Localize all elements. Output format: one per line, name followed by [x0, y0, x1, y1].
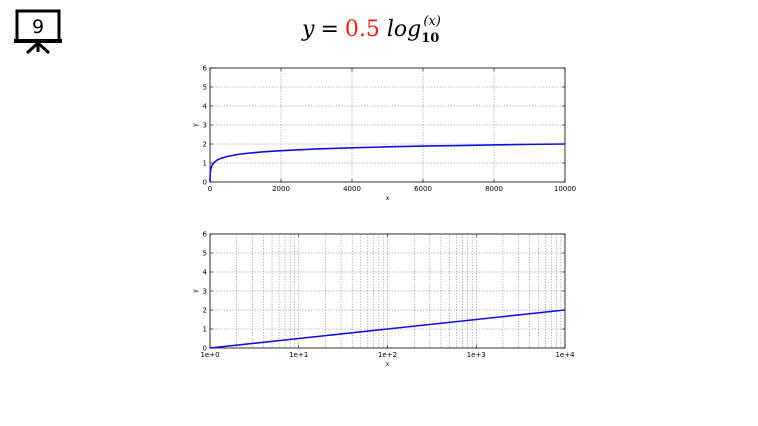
y-axis-label: y — [192, 123, 199, 127]
equation-base: 10 — [421, 31, 440, 46]
series-line — [209, 143, 566, 183]
log-scale-plot: 1e+0 1e+1 1e+2 1e+3 1e+4 0 1 2 3 4 5 6 x y — [192, 231, 575, 369]
equation-equals: = — [320, 17, 339, 42]
y-tick-label: 6 — [203, 231, 208, 239]
y-tick-label: 1 — [203, 326, 207, 334]
x-tick-label: 10000 — [554, 185, 576, 193]
equation-title: y = 0.5 log10 (x) — [302, 14, 441, 46]
x-tick-label: 6000 — [414, 185, 432, 193]
equation-arg: (x) — [423, 14, 441, 29]
x-tick-label: 4000 — [343, 185, 361, 193]
y-tick-label: 0 — [203, 345, 207, 353]
equation-lhs: y — [302, 17, 315, 42]
y-tick-label: 1 — [203, 160, 207, 168]
slide-number: 9 — [32, 16, 44, 38]
x-tick-label: 2000 — [272, 185, 290, 193]
x-tick-label: 1e+1 — [289, 351, 308, 359]
y-tick-label: 4 — [203, 103, 208, 111]
y-axis-label: y — [192, 289, 199, 293]
x-axis-label: x — [386, 195, 390, 202]
x-tick-label: 1e+2 — [378, 351, 397, 359]
equation-coefficient: 0.5 — [344, 17, 380, 42]
series-line — [209, 309, 566, 349]
y-tick-label: 2 — [203, 307, 207, 315]
presentation-board-icon: 9 — [14, 9, 62, 54]
linear-scale-plot: 0 2000 4000 6000 8000 10000 0 1 2 3 4 5 6 x y — [192, 65, 576, 203]
x-tick-label: 1e+3 — [467, 351, 486, 359]
y-tick-label: 3 — [203, 288, 207, 296]
x-tick-label: 1e+0 — [200, 351, 219, 359]
y-tick-label: 0 — [203, 179, 207, 187]
x-tick-label: 8000 — [485, 185, 503, 193]
y-tick-label: 5 — [203, 250, 207, 258]
x-tick-label: 1e+4 — [555, 351, 575, 359]
y-tick-label: 5 — [203, 84, 207, 92]
y-tick-label: 6 — [203, 65, 208, 73]
equation-func: log — [386, 17, 422, 42]
x-tick-label: 0 — [208, 185, 212, 193]
x-axis-label: x — [386, 361, 390, 368]
y-tick-label: 3 — [203, 122, 207, 130]
y-tick-label: 2 — [203, 141, 207, 149]
y-tick-label: 4 — [203, 269, 208, 277]
